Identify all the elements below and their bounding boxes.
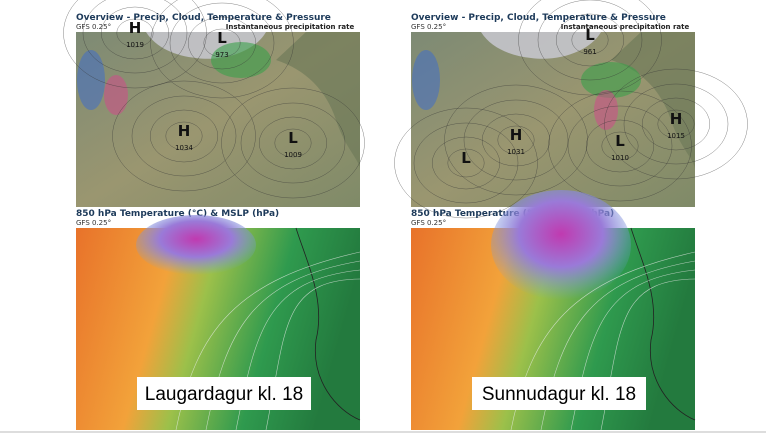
- isobar: [169, 2, 275, 84]
- overview-title: Overview - Precip, Cloud, Temperature & …: [76, 13, 331, 23]
- isobar: [444, 84, 588, 196]
- isobar: [571, 25, 609, 55]
- isobar: [585, 119, 655, 173]
- precip: [104, 75, 128, 115]
- isobar: [240, 102, 346, 184]
- model-label: GFS 0.25°: [411, 219, 446, 227]
- pressure-symbol: L: [585, 26, 595, 44]
- pressure-value: 973: [215, 51, 228, 59]
- isobar: [623, 83, 729, 165]
- isobar: [555, 13, 625, 67]
- model-label: GFS 0.25°: [76, 219, 111, 227]
- precip: [211, 42, 271, 78]
- pressure-symbol: L: [461, 149, 471, 167]
- pressure-value: 1031: [507, 148, 525, 156]
- model-label: GFS 0.25°: [411, 23, 446, 31]
- subtitle: Instantaneous precipitation rate: [226, 23, 355, 31]
- land: [611, 32, 695, 170]
- isobar: [567, 105, 673, 187]
- pressure-symbol: H: [510, 126, 523, 144]
- pressure-symbol: L: [217, 29, 227, 47]
- isobar: [116, 18, 154, 48]
- isobar: [131, 95, 237, 177]
- precip: [594, 90, 618, 130]
- pressure-symbol: H: [129, 19, 142, 37]
- cold-air: [136, 215, 256, 275]
- panel: Overview - Precip, Cloud, Temperature & …: [394, 0, 748, 431]
- precip: [412, 50, 440, 110]
- pressure-value: 1034: [175, 144, 193, 152]
- pressure-symbol: L: [615, 132, 625, 150]
- isobar: [150, 0, 294, 99]
- caption: Laugardagur kl. 18: [145, 384, 303, 405]
- pressure-symbol: L: [288, 129, 298, 147]
- isobar: [187, 16, 257, 70]
- isobar: [165, 121, 203, 151]
- land: [276, 32, 360, 170]
- isobar: [463, 99, 569, 181]
- temperature-title: 850 hPa Temperature (°C) & MSLP (hPa): [76, 209, 279, 219]
- isobar: [657, 109, 695, 139]
- isobar: [63, 0, 207, 89]
- isobar: [447, 148, 485, 178]
- isobar: [221, 87, 365, 199]
- precip: [581, 62, 641, 98]
- isobar: [258, 116, 328, 170]
- subtitle: Instantaneous precipitation rate: [561, 23, 690, 31]
- pressure-value: 1009: [284, 151, 302, 159]
- pressure-value: 961: [583, 48, 596, 56]
- isobar: [601, 131, 639, 161]
- precip: [77, 50, 105, 110]
- greenland: [481, 32, 601, 59]
- caption-box: [472, 377, 646, 410]
- isobar: [431, 136, 501, 190]
- isobar: [394, 107, 538, 219]
- model-label: GFS 0.25°: [76, 23, 111, 31]
- cold-air: [491, 190, 631, 300]
- isobar: [112, 80, 256, 192]
- isobar: [497, 125, 535, 155]
- isobar: [82, 0, 188, 74]
- isobar: [548, 90, 692, 202]
- coast: [630, 227, 696, 421]
- isobar: [203, 28, 241, 58]
- caption: Sunnudagur kl. 18: [482, 384, 636, 405]
- pressure-value: 1015: [667, 132, 685, 140]
- isobar: [274, 128, 312, 158]
- panel: Overview - Precip, Cloud, Temperature & …: [63, 0, 365, 431]
- isobar: [537, 0, 643, 81]
- isobar: [604, 68, 748, 180]
- pressure-symbol: H: [670, 110, 683, 128]
- isobar: [149, 109, 219, 163]
- pressure-symbol: H: [178, 122, 191, 140]
- coast: [295, 227, 361, 421]
- isobar: [413, 122, 519, 204]
- overview-title: Overview - Precip, Cloud, Temperature & …: [411, 13, 666, 23]
- isobar: [641, 97, 711, 151]
- isobar: [518, 0, 662, 96]
- caption-box: [137, 377, 311, 410]
- pressure-value: 1019: [126, 41, 144, 49]
- isobar: [100, 6, 170, 60]
- pressure-value: 1010: [611, 154, 629, 162]
